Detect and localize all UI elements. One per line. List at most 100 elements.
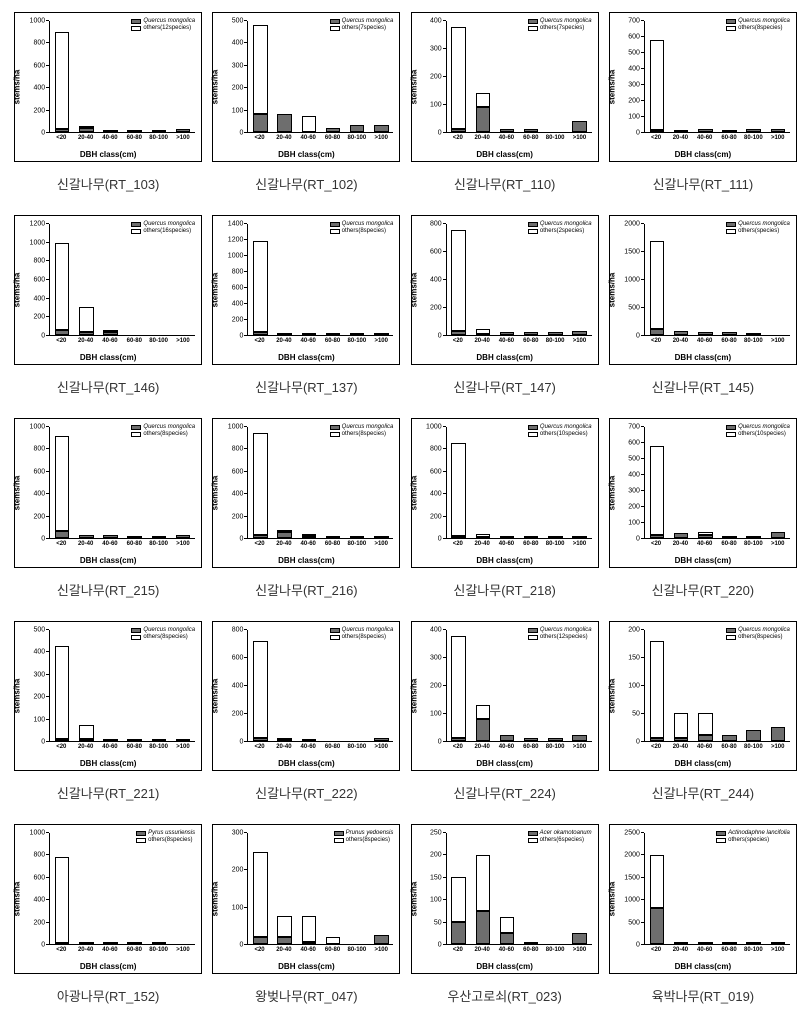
plot-area <box>446 224 592 336</box>
bar-light <box>500 917 515 933</box>
bar-dark <box>746 129 761 132</box>
x-tick-label: <20 <box>56 744 66 750</box>
bar-dark <box>722 130 737 132</box>
bars-layer <box>247 833 393 945</box>
chart-cell: stems/haDBH class(cm)0100200300400<2020-… <box>409 621 601 816</box>
y-tick-label: 1500 <box>624 874 640 881</box>
y-tick-label: 500 <box>628 456 640 463</box>
y-ticks: 020040060080010001200 <box>15 224 47 336</box>
legend-label-species: Quercus mongolica <box>143 627 195 634</box>
y-tick-label: 600 <box>628 34 640 41</box>
x-axis-label: DBH class(cm) <box>675 759 731 768</box>
legend-swatch-light <box>330 432 340 437</box>
bar-dark <box>650 738 665 741</box>
y-tick-label: 400 <box>430 18 442 25</box>
x-tick-label: >100 <box>771 947 785 953</box>
legend-label-species: Quercus mongolica <box>738 221 790 228</box>
x-tick-label: 60-80 <box>721 541 736 547</box>
x-tick-label: 80-100 <box>149 947 168 953</box>
y-tick-label: 200 <box>33 513 45 520</box>
y-tick-label: 200 <box>232 317 244 324</box>
bar-dark <box>326 333 341 335</box>
x-tick-label: 80-100 <box>744 338 763 344</box>
x-tick-label: <20 <box>651 541 661 547</box>
x-axis-label: DBH class(cm) <box>476 759 532 768</box>
x-tick-label: 40-60 <box>102 135 117 141</box>
y-tick-label: 0 <box>438 130 442 137</box>
x-axis-label: DBH class(cm) <box>278 962 334 971</box>
chart-caption: 신갈나무(RT_216) <box>255 580 358 599</box>
bar-dark <box>722 942 737 944</box>
bar-dark <box>500 536 515 538</box>
x-tick-label: <20 <box>453 135 463 141</box>
bar-light <box>253 641 268 738</box>
y-tick-label: 1000 <box>624 897 640 904</box>
y-tick-label: 600 <box>33 468 45 475</box>
legend-label-others: others(8species) <box>143 431 187 438</box>
bar-light <box>55 646 70 739</box>
legend-label-others: others(12species) <box>540 634 588 641</box>
x-tick-label: 80-100 <box>149 744 168 750</box>
x-tick-label: 60-80 <box>325 744 340 750</box>
y-tick-label: 1200 <box>228 237 244 244</box>
x-tick-label: <20 <box>254 338 264 344</box>
chart-cell: stems/haDBH class(cm)0100200300400500600… <box>607 12 799 207</box>
legend-swatch-dark <box>726 19 736 24</box>
legend-label-species: Quercus mongolica <box>738 18 790 25</box>
bar-dark <box>103 942 118 944</box>
y-tick-label: 200 <box>33 694 45 701</box>
x-ticks: <2020-4040-6060-8080-100>100 <box>49 541 195 553</box>
y-tick-label: 100 <box>33 716 45 723</box>
y-tick-label: 800 <box>430 446 442 453</box>
chart-cell: stems/haDBH class(cm)02004006008001000<2… <box>409 418 601 613</box>
chart-cell: stems/haDBH class(cm)02004006008001000<2… <box>12 12 204 207</box>
bar-dark <box>103 535 118 538</box>
bar-dark <box>476 911 491 944</box>
x-axis-label: DBH class(cm) <box>278 759 334 768</box>
y-ticks: 02004006008001000 <box>412 427 444 539</box>
y-tick-label: 300 <box>628 488 640 495</box>
y-tick-label: 250 <box>430 830 442 837</box>
chart-caption: 신갈나무(RT_103) <box>57 174 160 193</box>
bar-dark <box>152 942 167 944</box>
y-tick-label: 800 <box>232 446 244 453</box>
bar-light <box>451 877 466 921</box>
x-tick-label: 20-40 <box>673 541 688 547</box>
bar-dark <box>277 114 292 132</box>
plot-area <box>644 833 790 945</box>
y-tick-label: 400 <box>33 491 45 498</box>
x-tick-label: 20-40 <box>474 947 489 953</box>
chart-caption: 신갈나무(RT_147) <box>453 377 556 396</box>
x-tick-label: >100 <box>573 947 587 953</box>
bar-dark <box>55 531 70 538</box>
legend-label-others: others(8species) <box>346 837 390 844</box>
bar-dark <box>277 532 292 538</box>
x-tick-label: >100 <box>771 135 785 141</box>
bar-dark <box>152 536 167 538</box>
legend-swatch-light <box>528 432 538 437</box>
bar-dark <box>79 942 94 944</box>
legend-label-species: Quercus mongolica <box>540 18 592 25</box>
x-tick-label: 40-60 <box>697 541 712 547</box>
x-tick-label: 60-80 <box>523 947 538 953</box>
bar-dark <box>722 735 737 741</box>
y-tick-label: 1000 <box>228 424 244 431</box>
x-tick-label: <20 <box>254 541 264 547</box>
legend-label-others: others(8species) <box>148 837 192 844</box>
x-tick-label: <20 <box>651 947 661 953</box>
legend: Acer okamotoanumothers(6species) <box>526 829 594 845</box>
plot-area <box>446 630 592 742</box>
x-axis-label: DBH class(cm) <box>278 556 334 565</box>
y-tick-label: 200 <box>232 513 244 520</box>
bar-dark <box>326 128 341 132</box>
x-tick-label: 80-100 <box>149 338 168 344</box>
bar-dark <box>548 536 563 538</box>
x-tick-label: 20-40 <box>673 947 688 953</box>
y-tick-label: 1400 <box>228 221 244 228</box>
y-tick-label: 2500 <box>624 830 640 837</box>
bar-dark <box>698 942 713 944</box>
bars-layer <box>49 630 195 742</box>
y-tick-label: 200 <box>430 74 442 81</box>
bar-light <box>302 534 317 536</box>
x-tick-label: >100 <box>771 541 785 547</box>
